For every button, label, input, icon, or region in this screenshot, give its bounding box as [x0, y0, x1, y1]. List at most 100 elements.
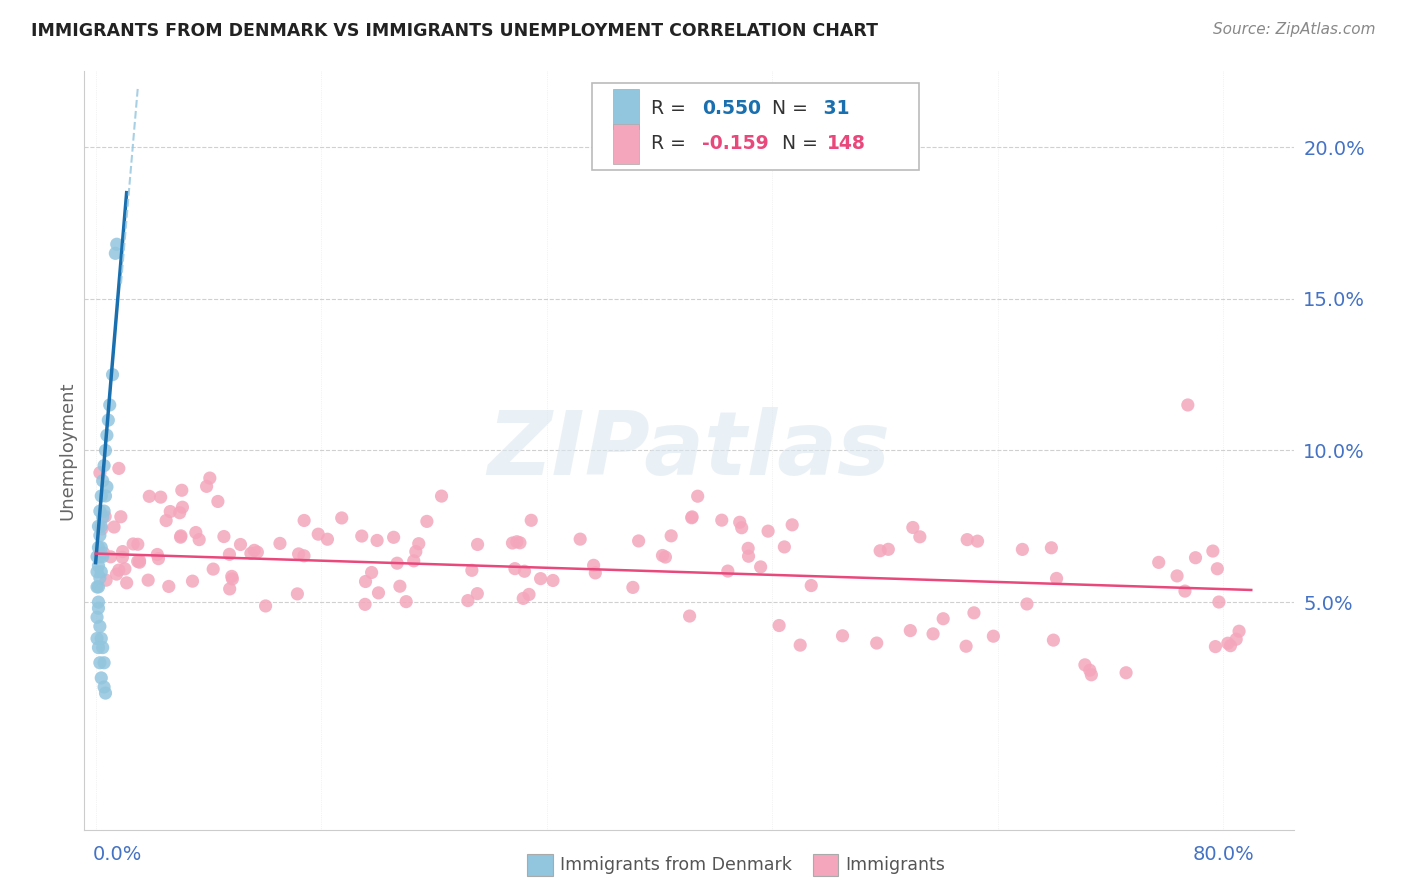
Point: [181, 574, 204, 589]
Point: [1174, 584, 1197, 599]
Text: -0.159: -0.159: [702, 135, 769, 153]
Point: [512, 591, 534, 606]
Point: [385, 556, 408, 570]
Point: [367, 586, 389, 600]
Point: [350, 529, 373, 543]
Point: [172, 500, 194, 515]
Point: [87, 541, 110, 555]
Point: [360, 566, 382, 580]
Point: [90, 541, 112, 555]
Point: [127, 537, 149, 551]
Point: [86, 565, 108, 579]
Point: [89, 571, 111, 585]
Text: IMMIGRANTS FROM DENMARK VS IMMIGRANTS UNEMPLOYMENT CORRELATION CHART: IMMIGRANTS FROM DENMARK VS IMMIGRANTS UN…: [31, 22, 877, 40]
Point: [87, 640, 110, 655]
Point: [780, 517, 803, 532]
Point: [246, 545, 269, 559]
Point: [1227, 624, 1250, 639]
Point: [90, 632, 112, 646]
Point: [114, 562, 136, 576]
FancyBboxPatch shape: [613, 124, 640, 163]
Point: [307, 527, 329, 541]
Point: [877, 542, 900, 557]
Point: [737, 541, 759, 556]
Point: [966, 534, 988, 549]
Point: [198, 471, 221, 485]
Point: [229, 537, 252, 551]
Point: [1208, 595, 1230, 609]
Point: [749, 560, 772, 574]
Point: [520, 513, 543, 527]
Text: 31: 31: [817, 99, 849, 119]
Text: R =: R =: [651, 99, 692, 119]
Point: [506, 534, 529, 549]
Point: [654, 550, 676, 565]
Point: [148, 551, 170, 566]
Point: [582, 558, 605, 573]
Point: [932, 612, 955, 626]
Point: [627, 533, 650, 548]
Point: [287, 547, 309, 561]
Point: [737, 549, 759, 564]
Point: [91, 510, 114, 524]
Point: [956, 533, 979, 547]
Point: [922, 627, 945, 641]
Point: [94, 509, 117, 524]
Point: [170, 529, 193, 543]
Point: [188, 533, 211, 547]
Point: [583, 566, 606, 580]
Point: [678, 609, 700, 624]
Point: [136, 573, 159, 587]
Point: [221, 572, 243, 586]
Text: 0.550: 0.550: [702, 99, 761, 119]
Point: [87, 595, 110, 609]
Point: [354, 598, 377, 612]
Point: [89, 619, 111, 633]
Text: ZIPatlas: ZIPatlas: [488, 407, 890, 494]
Point: [728, 516, 751, 530]
Point: [93, 546, 115, 560]
Point: [621, 581, 644, 595]
Point: [155, 514, 177, 528]
Point: [157, 579, 180, 593]
Point: [1216, 636, 1239, 650]
Point: [100, 549, 122, 564]
Text: Immigrants from Denmark: Immigrants from Denmark: [560, 856, 792, 874]
Point: [87, 558, 110, 573]
Point: [169, 506, 191, 520]
Text: R =: R =: [651, 135, 692, 153]
Point: [416, 515, 439, 529]
Point: [169, 530, 191, 544]
Point: [509, 535, 531, 549]
Point: [90, 489, 112, 503]
Point: [461, 563, 484, 577]
Text: N =: N =: [782, 135, 824, 153]
Point: [773, 540, 796, 554]
Point: [292, 513, 315, 527]
Point: [681, 510, 703, 524]
Point: [115, 575, 138, 590]
Point: [1206, 562, 1229, 576]
Point: [1080, 667, 1102, 681]
Point: [86, 580, 108, 594]
Point: [402, 554, 425, 568]
Point: [103, 520, 125, 534]
Point: [1225, 632, 1247, 647]
Point: [243, 543, 266, 558]
Point: [1202, 544, 1225, 558]
Point: [388, 579, 411, 593]
Text: Source: ZipAtlas.com: Source: ZipAtlas.com: [1212, 22, 1375, 37]
Point: [110, 509, 132, 524]
Point: [128, 555, 150, 569]
Text: 0.0%: 0.0%: [93, 845, 142, 863]
Point: [105, 567, 128, 582]
Point: [96, 480, 118, 494]
Point: [710, 513, 733, 527]
Y-axis label: Unemployment: Unemployment: [58, 381, 76, 520]
Point: [908, 530, 931, 544]
Point: [221, 569, 243, 583]
Point: [686, 489, 709, 503]
Point: [681, 509, 703, 524]
Point: [405, 544, 427, 558]
Point: [87, 519, 110, 533]
